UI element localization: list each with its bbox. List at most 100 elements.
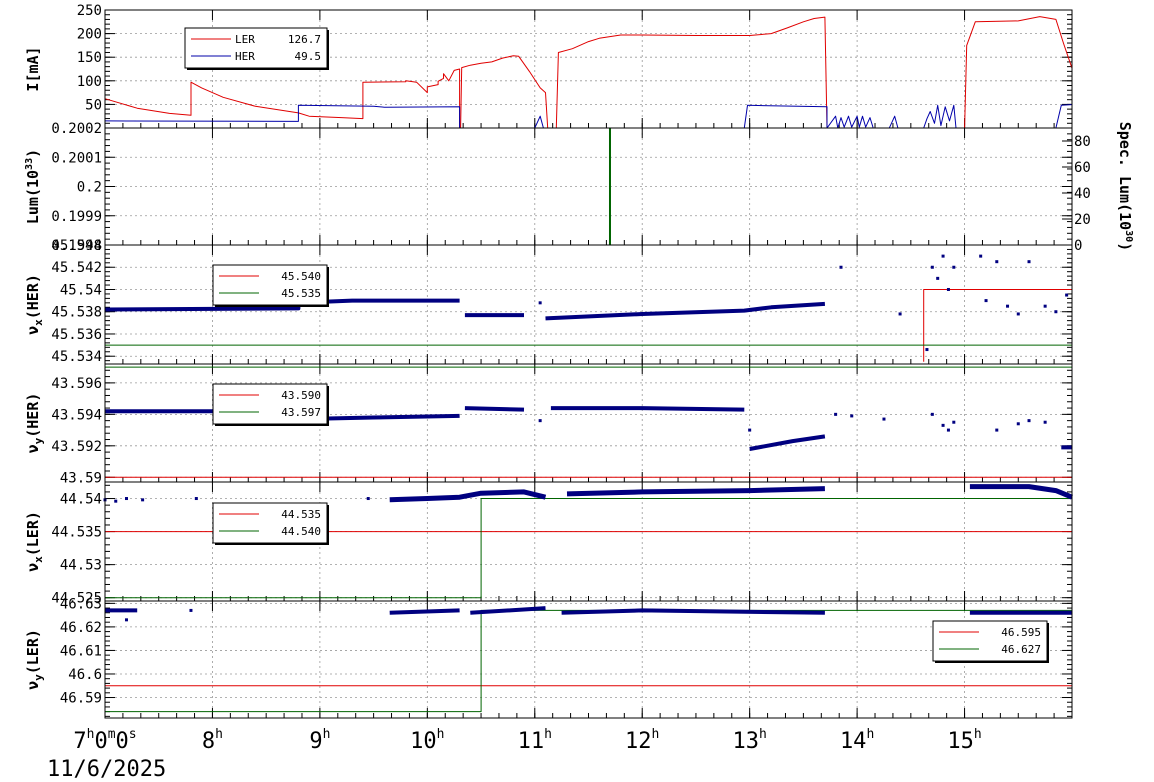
y-tick-label: 44.53 bbox=[60, 558, 102, 574]
y-axis-label-rest: (HER) bbox=[24, 393, 42, 438]
y-tick-label: 50 bbox=[85, 97, 102, 113]
y-axis-label: νx(LER) bbox=[24, 511, 45, 572]
y-axis-label-rest: (LER) bbox=[24, 511, 42, 556]
y-tick-label: 45.542 bbox=[51, 260, 102, 276]
panel-nux_her: 45.534 45.536 45.538 45.54 45.542 45.544 νx(HE… bbox=[24, 238, 1073, 365]
panel-nux_ler: 44.525 44.53 44.535 44.54 νx(LER) 44.535 44.54… bbox=[24, 481, 1073, 607]
legend-value: 126.7 bbox=[288, 33, 321, 46]
y-tick-label: 44.54 bbox=[60, 492, 102, 508]
y-axis-label-rest: (LER) bbox=[24, 629, 42, 674]
tune-point bbox=[834, 412, 838, 416]
legend-box bbox=[212, 502, 328, 544]
x-tick-label: 12h bbox=[625, 727, 659, 754]
tune-point bbox=[1027, 419, 1031, 423]
legend-name: HER bbox=[235, 50, 255, 63]
legend-value: 46.627 bbox=[1001, 643, 1041, 656]
tune-point bbox=[538, 419, 542, 423]
tune-point bbox=[124, 618, 128, 622]
y-tick-label: 45.544 bbox=[51, 238, 102, 254]
legend-value: 44.535 bbox=[281, 508, 321, 521]
legend-value: 43.590 bbox=[281, 389, 321, 402]
y-tick-label: 250 bbox=[77, 3, 102, 19]
tune-point bbox=[114, 499, 118, 503]
y-tick-label: 0.2001 bbox=[51, 150, 102, 166]
tune-point bbox=[194, 497, 198, 501]
legend-value: 45.540 bbox=[281, 270, 321, 283]
series-green-line bbox=[105, 609, 1072, 713]
panel-current: 50 100 150 200 250 I[mA] LER 126.7 HER 49.5 bbox=[24, 3, 1073, 129]
y-axis-label: νy(LER) bbox=[24, 629, 45, 690]
x-tick-num: 0 bbox=[94, 729, 107, 754]
y-axis-label-exponent: 33 bbox=[24, 158, 35, 170]
x-tick-sup: h bbox=[652, 727, 660, 742]
legend-value: 46.595 bbox=[1001, 626, 1041, 639]
x-tick-sup: s bbox=[129, 727, 137, 742]
tune-point bbox=[124, 497, 128, 501]
x-tick-sup: h bbox=[866, 727, 874, 742]
y-tick-label: 44.535 bbox=[51, 525, 102, 541]
x-tick-base: 10 bbox=[410, 729, 437, 754]
tune-point bbox=[1016, 422, 1020, 426]
tune-point bbox=[839, 265, 843, 269]
y-axis-label-subscript: y bbox=[32, 437, 45, 444]
panel-frame bbox=[104, 600, 1073, 719]
x-tick-sup: h bbox=[87, 727, 95, 742]
y-axis-label-subscript: x bbox=[32, 319, 45, 326]
tune-point bbox=[538, 301, 542, 305]
x-tick-label: 15h bbox=[947, 727, 981, 754]
legend: 46.595 46.627 bbox=[932, 620, 1049, 663]
x-tick-base: 11 bbox=[518, 729, 545, 754]
y2-tick-label: 60 bbox=[1074, 160, 1091, 176]
tune-point bbox=[952, 420, 956, 424]
tune-point bbox=[995, 260, 999, 264]
legend: 44.535 44.540 bbox=[212, 502, 329, 545]
y-tick-label: 43.594 bbox=[51, 407, 102, 423]
legend-value: 43.597 bbox=[281, 406, 321, 419]
date-label: 11/6/2025 bbox=[47, 757, 166, 782]
tune-point bbox=[366, 497, 370, 501]
y-tick-label: 100 bbox=[77, 74, 102, 90]
legend-value: 49.5 bbox=[295, 50, 322, 63]
tune-point bbox=[925, 348, 929, 352]
legend-value: 44.540 bbox=[281, 525, 321, 538]
y-tick-label: 45.536 bbox=[51, 327, 102, 343]
series-red-step-line bbox=[923, 289, 1072, 362]
tune-point bbox=[930, 265, 934, 269]
y-tick-label: 46.59 bbox=[60, 691, 102, 707]
legend-box bbox=[184, 27, 328, 69]
y-tick-label: 200 bbox=[77, 27, 102, 43]
y-axis-label-rest: ) bbox=[24, 149, 42, 158]
legend-value: 45.535 bbox=[281, 287, 321, 300]
y2-tick-label: 40 bbox=[1074, 186, 1091, 202]
tune-point bbox=[1027, 260, 1031, 264]
legend-name: LER bbox=[235, 33, 255, 46]
y-tick-label: 43.59 bbox=[60, 470, 102, 486]
x-tick-sup: h bbox=[544, 727, 552, 742]
x-tick-sup: h bbox=[323, 727, 331, 742]
legend-box bbox=[212, 264, 328, 306]
y-tick-label: 45.54 bbox=[60, 282, 102, 298]
tune-point bbox=[995, 428, 999, 432]
series-tune-line bbox=[389, 484, 1073, 503]
x-tick-base: 14 bbox=[840, 729, 867, 754]
legend-box bbox=[932, 620, 1048, 662]
y-tick-label: 150 bbox=[77, 50, 102, 66]
y-axis-label: Lum(1033) bbox=[24, 149, 42, 224]
tune-point bbox=[1043, 420, 1047, 424]
y-tick-label: 46.62 bbox=[60, 620, 102, 636]
y-axis-label-rest: (HER) bbox=[24, 274, 42, 319]
tune-point bbox=[946, 428, 950, 432]
series-tune-line bbox=[105, 606, 1072, 615]
tune-point bbox=[941, 254, 945, 258]
y-tick-label: 0.1999 bbox=[51, 209, 102, 225]
legend-box bbox=[212, 383, 328, 425]
y2-axis-label-close: ) bbox=[1116, 242, 1134, 251]
series-LER-line bbox=[104, 16, 1073, 129]
y2-tick-label: 80 bbox=[1074, 134, 1091, 150]
y-tick-label: 46.61 bbox=[60, 643, 102, 659]
x-axis: 7h0m0s 8h 9h 10h 11h 12h 13h 14h 15h bbox=[73, 727, 981, 754]
tune-point bbox=[1016, 312, 1020, 316]
series-green-line bbox=[105, 498, 1072, 599]
